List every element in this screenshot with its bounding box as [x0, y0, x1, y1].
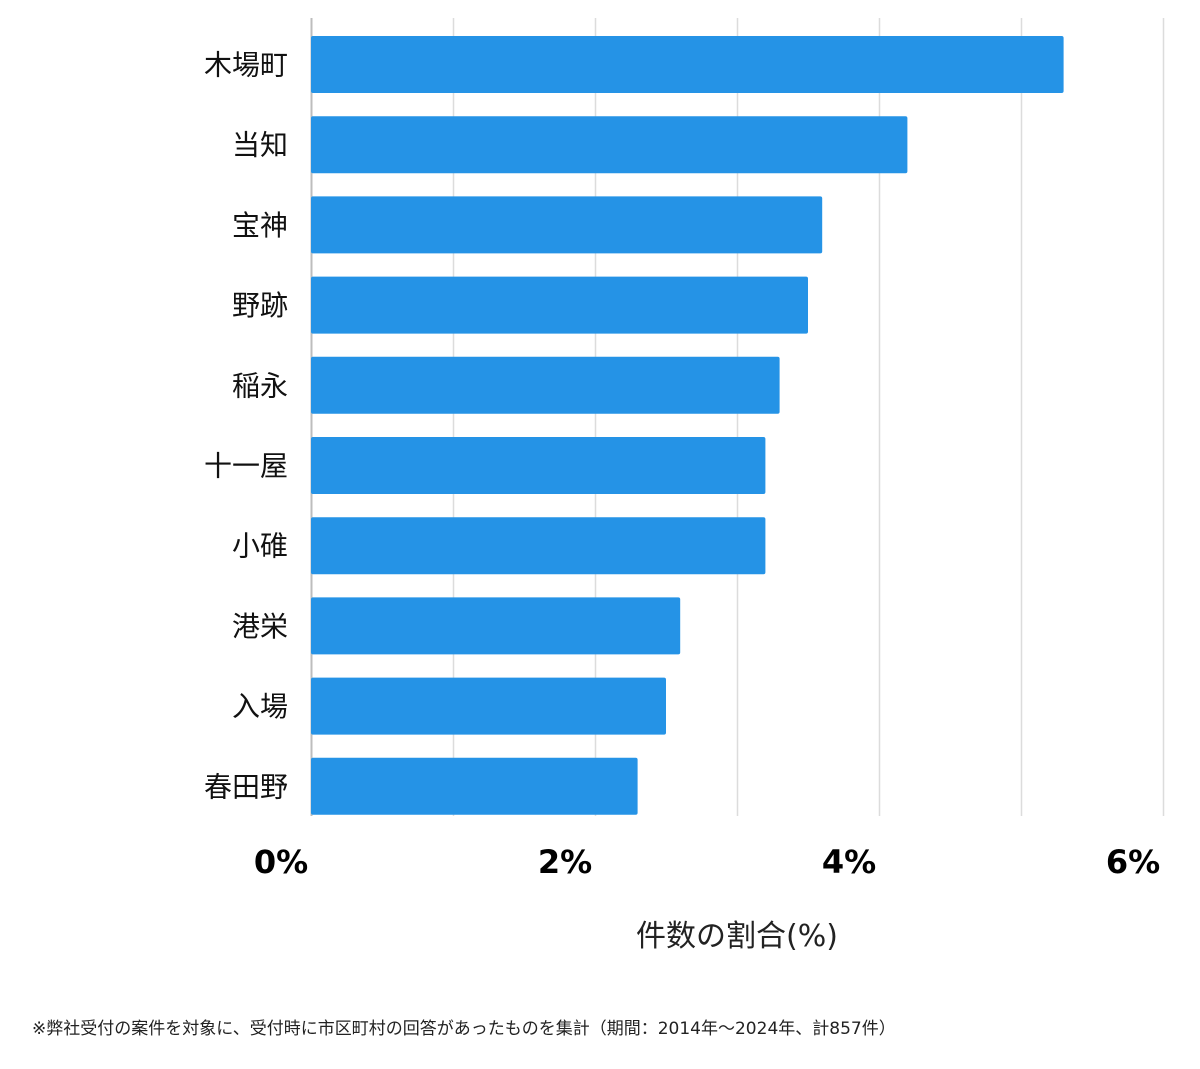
bar: [311, 356, 780, 414]
bar: [311, 36, 1064, 93]
bar: [311, 196, 823, 254]
bar: [311, 757, 638, 815]
bar: [311, 116, 908, 174]
x-axis-title: 件数の割合(%): [636, 919, 838, 954]
x-tick-label: 2%: [538, 843, 592, 881]
bar: [311, 437, 766, 494]
bar: [311, 276, 808, 334]
category-label: 春田野: [204, 770, 288, 803]
bars: [311, 36, 1064, 815]
category-label: 小碓: [232, 530, 288, 563]
bar: [311, 597, 681, 655]
bar: [311, 517, 766, 575]
category-label: 宝神: [232, 209, 288, 242]
category-label: 稲永: [232, 369, 288, 402]
bar: [311, 677, 666, 735]
category-label: 十一屋: [204, 450, 288, 483]
footnote: ※弊社受付の案件を対象に、受付時に市区町村の回答があったものを集計（期間：201…: [32, 1019, 896, 1039]
category-label: 木場町: [204, 49, 288, 82]
x-tick-label: 4%: [822, 843, 876, 881]
x-tick-labels: 0% 2% 4% 6%: [254, 843, 1160, 881]
x-tick-label: 0%: [254, 843, 308, 881]
x-tick-label: 6%: [1106, 843, 1160, 881]
category-label: 野跡: [232, 289, 288, 322]
category-label: 港栄: [232, 610, 288, 643]
category-label: 入場: [232, 690, 288, 723]
category-label: 当知: [232, 129, 288, 162]
